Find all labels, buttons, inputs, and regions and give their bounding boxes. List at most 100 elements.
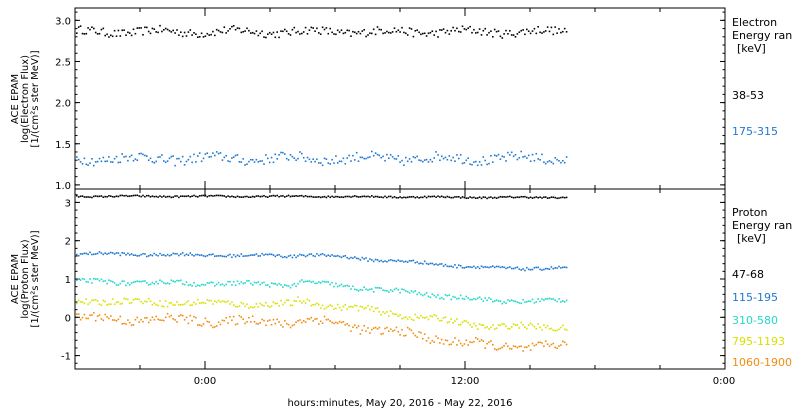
data-point <box>79 25 82 27</box>
data-point <box>308 280 311 282</box>
data-point <box>546 197 549 199</box>
data-point <box>365 35 367 38</box>
data-point <box>306 280 309 282</box>
data-point <box>191 285 193 287</box>
data-point <box>480 164 483 166</box>
data-point <box>539 196 541 198</box>
data-point <box>386 311 388 313</box>
data-point <box>276 318 278 321</box>
data-point <box>189 155 192 158</box>
data-point <box>331 195 333 198</box>
data-point <box>240 31 243 34</box>
data-point <box>319 253 322 256</box>
data-point <box>176 157 178 160</box>
data-point <box>399 334 401 336</box>
data-point <box>395 196 398 199</box>
data-point <box>412 319 415 321</box>
data-point <box>448 294 451 296</box>
data-point <box>412 332 415 335</box>
data-point <box>217 281 220 284</box>
data-point <box>558 345 560 347</box>
data-point <box>541 32 543 34</box>
data-point <box>265 324 267 327</box>
data-point <box>355 326 358 329</box>
data-point <box>170 31 173 33</box>
data-point <box>172 304 174 306</box>
data-point <box>492 197 494 199</box>
data-point <box>79 301 82 303</box>
data-point <box>562 196 564 199</box>
data-point <box>151 304 154 306</box>
proton-legend-item: 115-195 <box>732 291 778 304</box>
data-point <box>270 305 273 307</box>
data-point <box>219 152 222 154</box>
data-point <box>214 154 216 157</box>
data-point <box>87 253 89 256</box>
data-point <box>159 195 161 197</box>
data-point <box>510 267 513 270</box>
data-point <box>285 30 288 33</box>
data-point <box>354 159 356 161</box>
data-point <box>529 196 532 199</box>
data-point <box>480 339 483 341</box>
data-point <box>346 195 348 198</box>
data-point <box>202 301 205 304</box>
data-point <box>412 156 415 158</box>
data-point <box>391 290 394 292</box>
data-point <box>484 27 486 30</box>
data-point <box>170 196 173 199</box>
data-point <box>378 154 381 157</box>
data-point <box>153 195 156 198</box>
data-point <box>492 324 494 326</box>
data-point <box>384 195 386 198</box>
data-point <box>446 195 449 198</box>
data-point <box>291 284 294 286</box>
data-point <box>461 196 464 198</box>
data-point <box>306 254 309 257</box>
data-point <box>144 253 146 255</box>
data-point <box>268 161 271 164</box>
data-point <box>522 350 524 352</box>
data-point <box>200 254 203 256</box>
data-point <box>234 28 237 31</box>
data-point <box>459 342 462 345</box>
data-point <box>344 285 347 287</box>
data-point <box>552 267 555 270</box>
data-point <box>232 254 235 256</box>
data-point <box>217 29 220 32</box>
data-point <box>518 302 521 304</box>
data-point <box>267 284 269 286</box>
data-point <box>473 265 475 268</box>
data-point <box>560 344 562 346</box>
data-point <box>153 302 156 304</box>
data-point <box>314 255 316 258</box>
data-point <box>509 300 511 302</box>
data-point <box>206 32 209 35</box>
data-point <box>406 160 409 163</box>
data-point <box>367 195 369 198</box>
data-point <box>408 316 411 318</box>
data-point <box>210 194 212 197</box>
data-point <box>537 196 539 199</box>
data-point <box>329 196 331 199</box>
data-point <box>229 303 231 305</box>
data-point <box>278 321 280 323</box>
data-point <box>333 162 335 164</box>
data-point <box>405 316 407 318</box>
data-point <box>180 303 182 306</box>
data-point <box>512 155 515 158</box>
data-point <box>223 300 226 303</box>
data-point <box>493 266 496 269</box>
data-point <box>526 28 528 31</box>
data-point <box>128 302 131 304</box>
data-point <box>562 300 564 302</box>
data-point <box>299 280 301 283</box>
data-point <box>77 196 80 198</box>
data-point <box>416 196 418 198</box>
data-point <box>354 304 356 307</box>
data-point <box>104 313 106 316</box>
data-point <box>308 29 311 31</box>
data-point <box>346 256 348 259</box>
data-point <box>284 256 286 258</box>
data-point <box>361 195 364 198</box>
